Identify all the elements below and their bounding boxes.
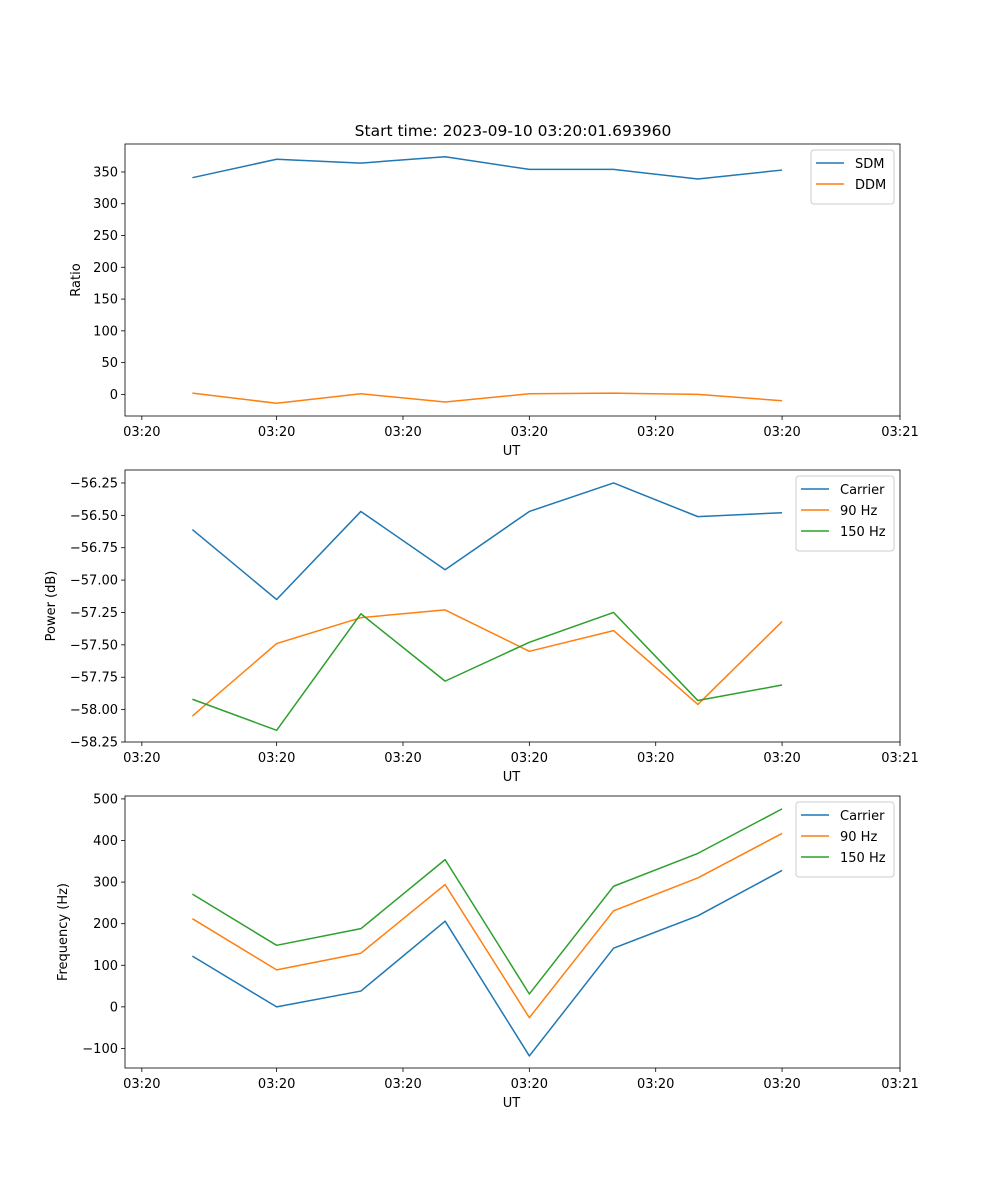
legend: Carrier 90 Hz 150 Hz <box>795 475 895 552</box>
series-line-carrier <box>191 482 783 601</box>
x-tick-label: 03:20 <box>637 425 674 440</box>
series-line-carrier <box>192 869 783 1057</box>
y-tick-label: 100 <box>93 959 118 974</box>
y-tick-label: 200 <box>93 917 118 932</box>
series-line-150-hz <box>192 611 783 732</box>
y-tick-label: 100 <box>93 324 118 339</box>
y-axis-label: Power (dB) <box>44 571 59 642</box>
x-tick-label: 03:20 <box>511 1077 548 1092</box>
legend-label: Carrier <box>840 483 885 498</box>
axes-frame <box>124 143 901 417</box>
x-tick-label: 03:20 <box>123 1077 160 1092</box>
y-tick-label: −57.50 <box>70 638 118 653</box>
y-tick-label: 0 <box>110 1000 118 1015</box>
series-line-150-hz <box>192 808 783 995</box>
chart-ratio: 03:20 03:20 03:20 03:20 03:20 03:20 03:21 0 50 10… <box>69 143 919 459</box>
axes-frame <box>124 469 901 743</box>
legend-label: SDM <box>855 157 884 172</box>
series-line-ddm <box>192 392 783 405</box>
y-tick-label: −56.75 <box>70 541 118 556</box>
legend-label: 150 Hz <box>840 851 886 866</box>
series-line-90-hz <box>191 609 783 717</box>
x-tick-label: 03:20 <box>384 425 421 440</box>
legend: Carrier 90 Hz 150 Hz <box>795 801 895 878</box>
chart-frequency: 03:20 03:20 03:20 03:20 03:20 03:20 03:21 −100 0… <box>56 792 919 1111</box>
y-tick-label: −56.50 <box>70 509 118 524</box>
legend-label: Carrier <box>840 809 885 824</box>
x-tick-label: 03:20 <box>763 425 800 440</box>
y-tick-label: 200 <box>93 261 118 276</box>
x-tick-label: 03:20 <box>258 1077 295 1092</box>
y-tick-label: 500 <box>93 792 118 807</box>
x-tick-label: 03:20 <box>763 1077 800 1092</box>
y-tick-label: −57.00 <box>70 574 118 589</box>
x-tick-label: 03:20 <box>258 425 295 440</box>
y-tick-label: −57.75 <box>70 671 118 686</box>
x-tick-label: 03:21 <box>881 1077 918 1092</box>
legend-label: 90 Hz <box>840 830 877 845</box>
x-tick-label: 03:20 <box>637 751 674 766</box>
y-tick-label: −100 <box>82 1042 118 1057</box>
series-line-sdm <box>192 155 783 180</box>
x-axis-label: UT <box>503 770 521 785</box>
x-axis-label: UT <box>503 444 521 459</box>
y-tick-label: −57.25 <box>70 606 118 621</box>
legend: SDM DDM <box>810 149 895 205</box>
y-tick-label: 300 <box>93 876 118 891</box>
legend-box <box>795 801 895 878</box>
y-tick-label: 0 <box>110 388 118 403</box>
axes-frame <box>124 795 901 1069</box>
legend-label: 150 Hz <box>840 525 886 540</box>
y-tick-label: 400 <box>93 834 118 849</box>
y-tick-label: 250 <box>93 229 118 244</box>
y-tick-label: −56.25 <box>70 476 118 491</box>
y-tick-label: 350 <box>93 165 118 180</box>
y-axis-label: Frequency (Hz) <box>56 883 71 981</box>
x-tick-label: 03:21 <box>881 425 918 440</box>
y-tick-label: −58.00 <box>70 703 118 718</box>
y-axis-label: Ratio <box>69 263 84 296</box>
y-tick-label: 150 <box>93 293 118 308</box>
x-tick-label: 03:20 <box>637 1077 674 1092</box>
legend-label: 90 Hz <box>840 504 877 519</box>
x-axis-label: UT <box>503 1096 521 1111</box>
plots-container: 03:20 03:20 03:20 03:20 03:20 03:20 03:21 0 50 10… <box>44 143 919 1111</box>
x-tick-label: 03:20 <box>123 425 160 440</box>
legend-label: DDM <box>855 178 886 193</box>
legend-box <box>795 475 895 552</box>
x-tick-label: 03:21 <box>881 751 918 766</box>
figure-title: Start time: 2023-09-10 03:20:01.693960 <box>355 122 672 140</box>
x-tick-label: 03:20 <box>123 751 160 766</box>
series-line-90-hz <box>192 832 783 1019</box>
x-tick-label: 03:20 <box>258 751 295 766</box>
x-tick-label: 03:20 <box>763 751 800 766</box>
y-tick-label: 50 <box>101 356 118 371</box>
chart-power: 03:20 03:20 03:20 03:20 03:20 03:20 03:21 −58.2… <box>44 469 919 785</box>
x-tick-label: 03:20 <box>384 751 421 766</box>
x-tick-label: 03:20 <box>384 1077 421 1092</box>
x-tick-label: 03:20 <box>511 751 548 766</box>
y-tick-label: 300 <box>93 197 118 212</box>
y-tick-label: −58.25 <box>70 736 118 751</box>
x-tick-label: 03:20 <box>511 425 548 440</box>
